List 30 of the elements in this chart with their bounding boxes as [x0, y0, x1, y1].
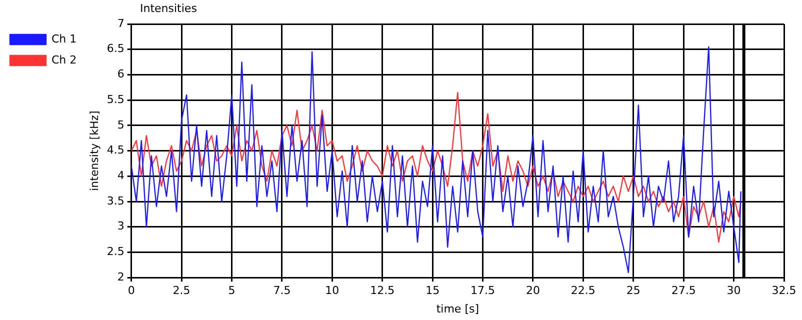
chart-title: Intensities: [140, 2, 197, 15]
x-tick-label: 7.5: [273, 284, 291, 298]
x-tick-label: 10: [325, 284, 340, 298]
x-tick-label: 22.5: [570, 284, 596, 298]
y-tick-label: 2: [117, 270, 124, 284]
x-tick-label: 30: [726, 284, 741, 298]
y-tick-label: 4.5: [106, 144, 124, 157]
y-tick-label: 2.5: [106, 245, 124, 258]
y-tick-label: 7: [117, 16, 124, 30]
x-tick-label: 0: [128, 284, 135, 298]
x-tick-label: 27.5: [671, 284, 696, 298]
x-axis-title: time [s]: [436, 302, 480, 316]
y-tick-label: 6.5: [106, 42, 124, 56]
y-tick-label: 3.5: [106, 194, 124, 208]
x-tick-label: 25: [626, 284, 640, 298]
x-tick-label: 2.5: [172, 284, 190, 298]
legend-label: Ch 1: [52, 32, 77, 46]
x-tick-label: 17.5: [470, 284, 496, 298]
y-tick-label: 3: [117, 220, 124, 233]
y-tick-label: 6: [117, 68, 124, 81]
x-tick-label: 5: [228, 284, 236, 298]
x-tick-label: 15: [426, 284, 440, 298]
x-tick-label: 20: [526, 284, 540, 298]
y-tick-label: 5.5: [106, 92, 124, 106]
legend-label: Ch 2: [52, 53, 77, 66]
y-axis-title: intensity [kHz]: [88, 110, 102, 191]
y-tick-label: 4: [117, 169, 124, 182]
x-tick-label: 32.5: [772, 284, 796, 298]
y-tick-label: 5: [117, 118, 124, 132]
x-tick-label: 12.5: [370, 284, 395, 298]
